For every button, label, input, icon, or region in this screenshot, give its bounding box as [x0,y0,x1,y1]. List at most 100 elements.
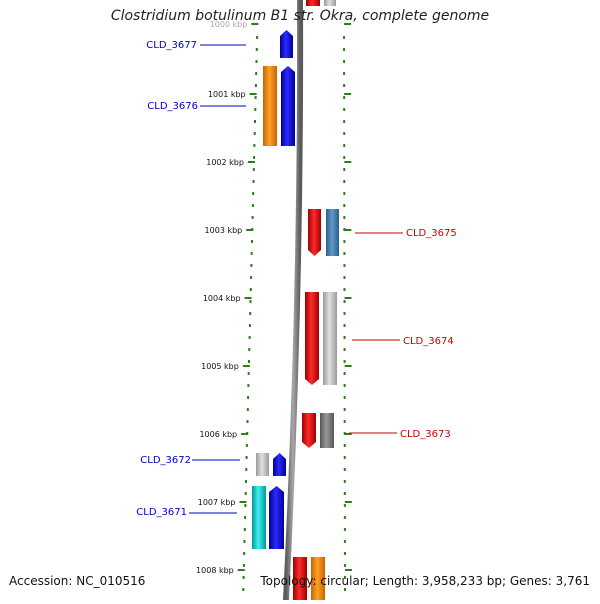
guide-dot [343,336,346,339]
guide-dot [253,156,256,159]
tick-label: 1008 kbp [196,566,234,575]
gene-feature [302,413,316,448]
gene-feature [324,0,336,6]
guide-dot [343,108,346,111]
guide-dot [255,48,258,51]
guide-dot [343,156,346,159]
gene-feature [293,557,307,600]
guide-dot [343,144,346,147]
gene-label: CLD_3672 [140,455,191,466]
guide-dot [249,288,252,291]
guide-dot [247,396,250,399]
guide-dot [243,540,246,543]
guide-dot [252,180,255,183]
guide-dot [251,204,254,207]
guide-dot [244,492,247,495]
guide-dot [242,576,245,579]
tick-mark-right [344,297,352,299]
tick-mark-left [244,297,252,299]
tick-mark-right [344,569,352,571]
guide-dot [343,384,346,387]
guide-dot [246,420,249,423]
guide-dot [343,420,346,423]
guide-dot [250,252,253,255]
guide-dot [249,312,252,315]
tick-label: 1007 kbp [198,498,236,507]
guide-dot [242,588,245,591]
guide-dot [343,96,346,99]
guide-dot [343,132,346,135]
guide-dot [343,444,346,447]
track-guides [242,36,346,591]
guide-dot [254,84,257,87]
guide-dot [247,372,250,375]
gene-feature [323,292,337,385]
guide-dot [253,132,256,135]
guide-dot [343,408,346,411]
guide-dot [343,204,346,207]
guide-dot [343,192,346,195]
gene-features [252,0,339,600]
gene-feature [263,66,277,146]
guide-dot [343,264,346,267]
gene-feature [305,292,319,385]
gene-feature [308,209,321,256]
guide-dot [343,348,346,351]
guide-dot [343,504,346,507]
guide-dot [343,468,346,471]
tick-label: 1003 kbp [205,226,243,235]
guide-dot [343,300,346,303]
guide-dot [343,552,346,555]
tick-mark-left [246,229,254,231]
gene-feature [280,30,293,58]
guide-dot [255,60,258,63]
guide-dot [245,480,247,483]
gene-labels: CLD_3677 CLD_3676 CLD_3675 CLD_3674 CLD_3673… [136,40,456,518]
guide-dot [343,528,346,531]
accession-text: Accession: NC_010516 [9,574,146,588]
guide-dot [245,444,248,447]
guide-dot [251,240,253,243]
guide-dot [343,216,346,219]
gene-feature [311,557,325,600]
guide-dot [343,396,346,399]
tick-mark-left [249,93,257,95]
tick-label: 1005 kbp [201,362,239,371]
tick-mark-left [241,433,249,435]
guide-dot [242,564,245,567]
guide-dot [343,120,346,123]
guide-dot [247,384,250,387]
guide-dot [255,72,258,75]
gene-feature [320,413,334,448]
guide-dot [248,348,251,351]
tick-label: 1001 kbp [208,90,246,99]
gene-label: CLD_3675 [406,228,457,239]
guide-dot [343,252,346,255]
guide-dot [343,540,346,543]
gene-label: CLD_3673 [400,429,451,440]
tick-mark-left [239,501,247,503]
tick-mark-left [237,569,245,571]
tick-mark-left [251,23,259,25]
gene-feature [269,486,284,549]
tick-label: 1000 kbp [210,20,248,29]
tick-mark-left [242,365,250,367]
guide-dot [343,312,346,315]
guide-dot [246,408,249,411]
guide-dot [343,360,346,363]
guide-dot [343,432,346,435]
guide-dot [343,564,346,567]
tick-mark-right [344,93,352,95]
gene-feature [306,0,320,6]
guide-dot [248,324,251,327]
tick-label: 1004 kbp [203,294,241,303]
gene-feature [252,486,266,549]
tick-mark-right [344,229,352,231]
guide-dot [256,36,259,39]
guide-dot [343,60,346,63]
guide-dot [245,456,248,459]
guide-dot [343,324,346,327]
guide-dot [243,528,246,531]
